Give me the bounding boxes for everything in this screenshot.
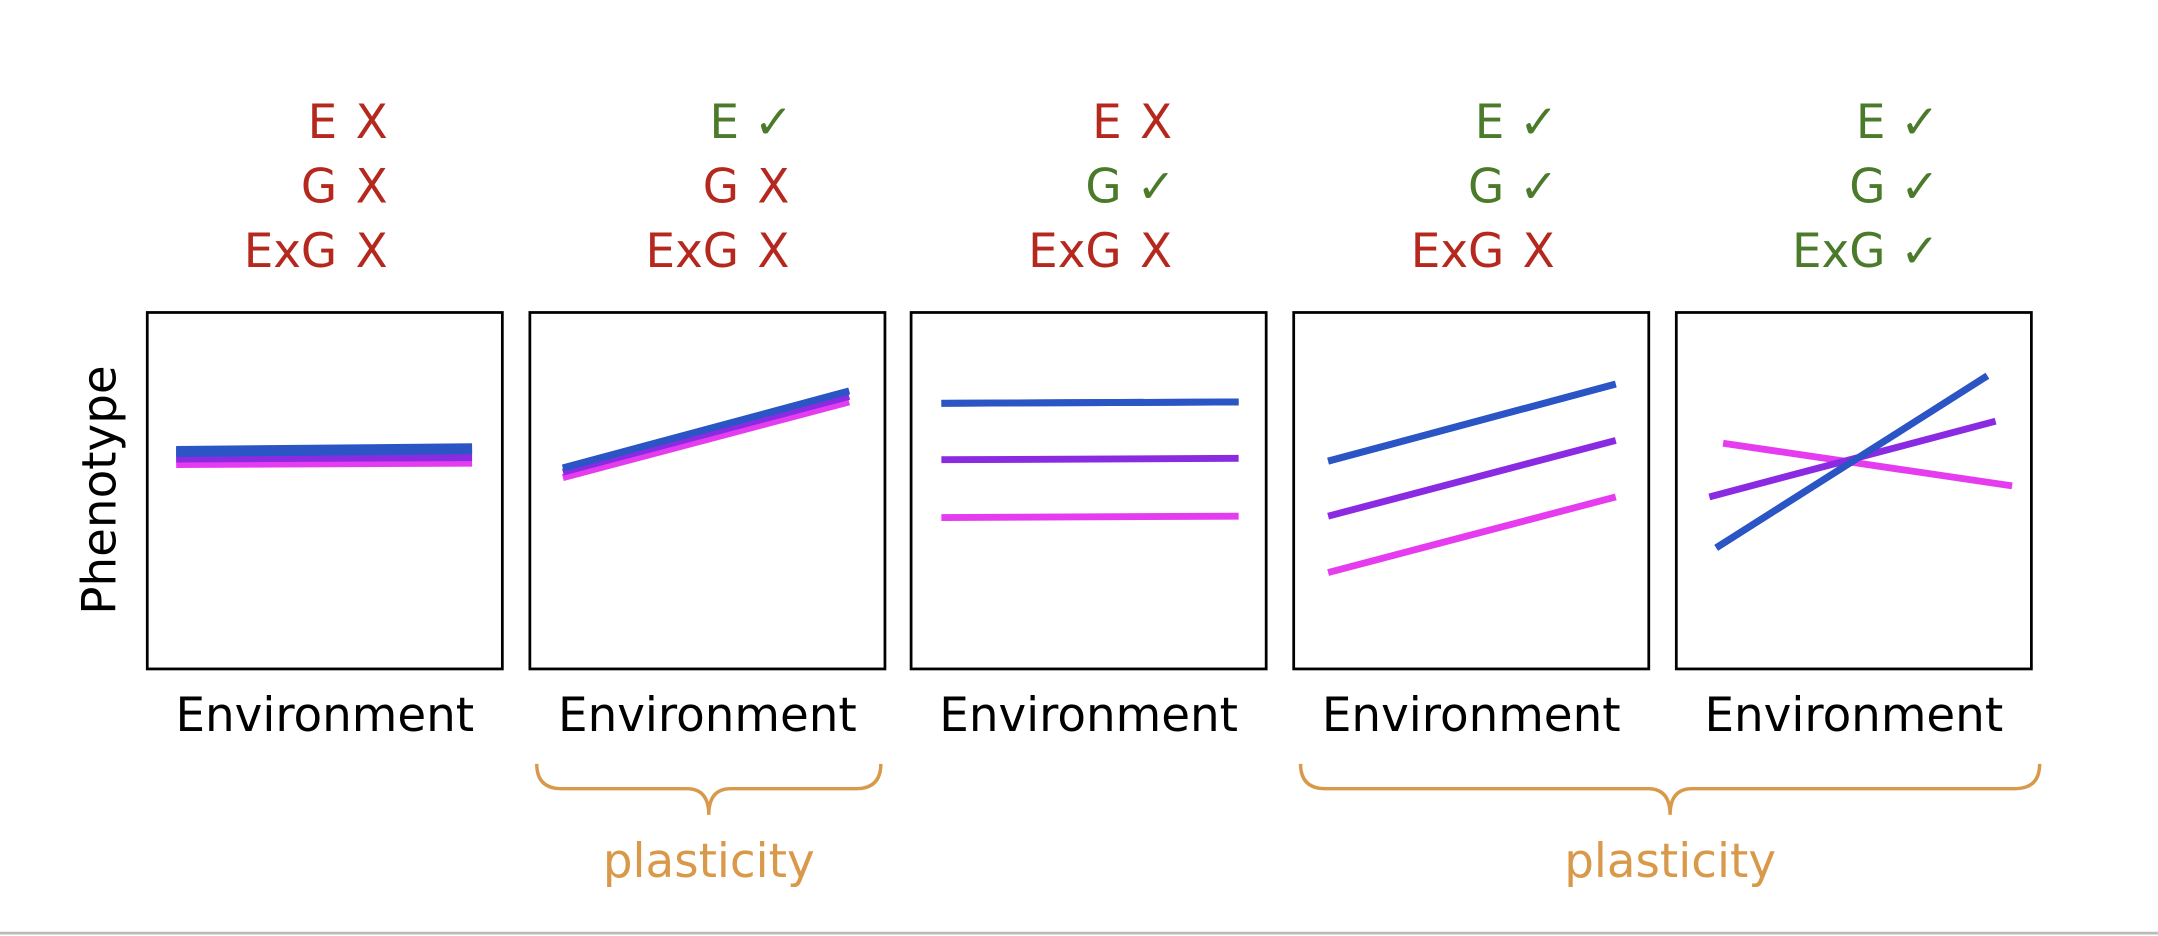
reaction-norm	[176, 444, 473, 456]
y-axis-label: Phenotype	[74, 365, 128, 614]
effect-label: ExG	[1028, 225, 1121, 279]
reaction-norm	[1327, 437, 1617, 520]
panel-frame	[145, 311, 504, 671]
effect-mark: ✓	[1900, 160, 1939, 214]
effect-mark: X	[356, 96, 388, 150]
reaction-norm	[1722, 439, 2013, 490]
x-axis-label: Environment	[558, 689, 857, 743]
reaction-norm	[562, 393, 851, 476]
effect-mark: ✓	[1900, 96, 1939, 150]
effect-label: G	[703, 160, 739, 214]
effect-label: E	[1475, 96, 1505, 150]
effect-label: ExG	[646, 225, 740, 279]
effect-mark: X	[757, 160, 789, 214]
brace-label: plasticity	[1564, 835, 1776, 889]
x-axis-label: Environment	[939, 689, 1238, 743]
panel-frame	[1674, 311, 2033, 671]
reaction-norm	[941, 454, 1239, 464]
effect-mark: ✓	[1519, 96, 1558, 150]
effect-mark: X	[356, 225, 388, 279]
effect-mark: ✓	[1519, 160, 1558, 214]
effect-label: ExG	[1411, 225, 1505, 279]
effect-mark: ✓	[1136, 160, 1175, 214]
x-axis-label: Environment	[1704, 689, 2003, 743]
effect-mark: ✓	[754, 96, 793, 150]
effect-label: G	[1468, 160, 1504, 214]
brace	[1298, 763, 2042, 815]
panel-frame	[909, 311, 1268, 671]
reaction-norm	[941, 512, 1239, 521]
effect-label: ExG	[244, 225, 338, 279]
reaction-norm	[941, 398, 1239, 407]
effect-mark: X	[1140, 225, 1172, 279]
reaction-norm	[1327, 493, 1617, 576]
effect-label: E	[1092, 96, 1122, 150]
reaction-norm	[562, 398, 851, 481]
brace	[535, 763, 883, 815]
reaction-norm	[562, 387, 851, 472]
effect-label: G	[1085, 160, 1121, 214]
x-axis-label: Environment	[1322, 689, 1621, 743]
reaction-norm	[1327, 380, 1617, 465]
effect-mark: X	[356, 160, 388, 214]
effect-label: G	[301, 160, 337, 214]
effect-mark: X	[1140, 96, 1172, 150]
panel-frame	[1292, 311, 1651, 671]
reaction-norm	[1714, 372, 1990, 551]
effect-mark: X	[757, 225, 789, 279]
effect-label: E	[709, 96, 739, 150]
effect-label: G	[1849, 160, 1885, 214]
effect-label: E	[308, 96, 338, 150]
effect-label: E	[1856, 96, 1886, 150]
effect-label: ExG	[1792, 225, 1886, 279]
brace-label: plasticity	[603, 835, 815, 889]
reaction-norm	[176, 450, 473, 463]
effect-mark: ✓	[1900, 225, 1939, 279]
panel-frame	[528, 311, 887, 671]
x-axis-label: Environment	[175, 689, 474, 743]
effect-mark: X	[1523, 225, 1555, 279]
